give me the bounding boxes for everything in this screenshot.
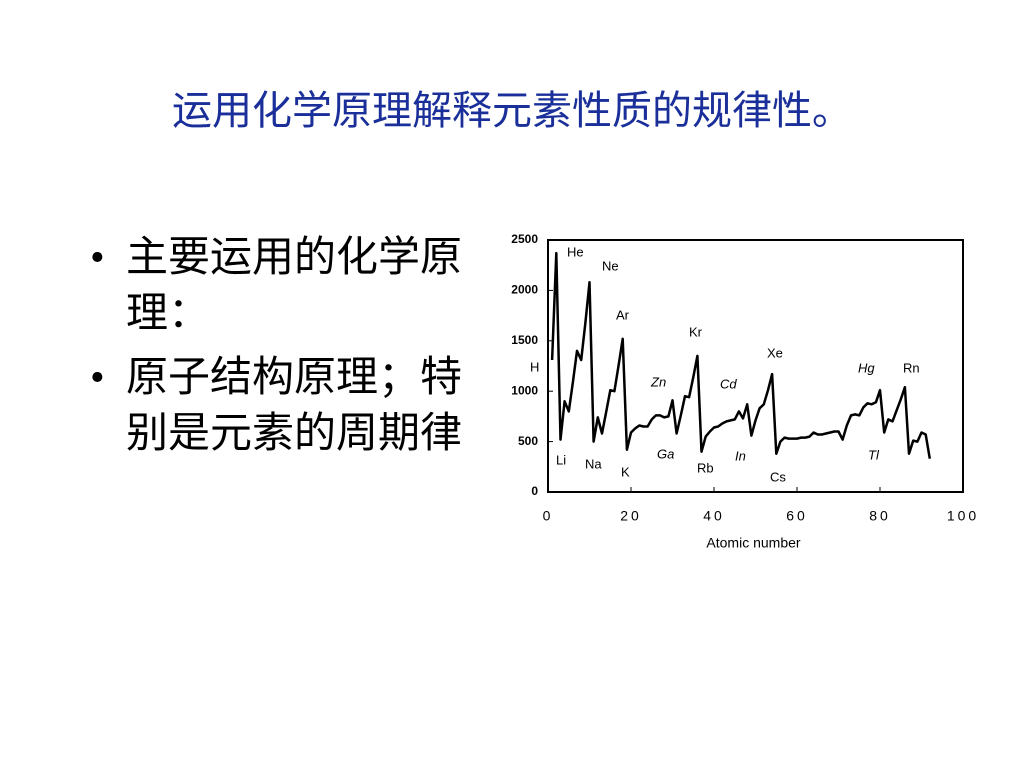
element-label: K	[621, 464, 630, 479]
element-label: Li	[556, 452, 566, 467]
slide-title: 运用化学原理解释元素性质的规律性。	[172, 88, 852, 133]
y-tick-label: 2500	[511, 232, 538, 246]
data-line	[550, 251, 932, 459]
element-label: Cd	[720, 376, 737, 391]
element-label: Ne	[602, 258, 619, 273]
bullet: 主要运用的化学原理：	[90, 230, 471, 342]
bullet-list: 主要运用的化学原理： 原子结构原理；特别是元素的周期律	[90, 230, 500, 470]
element-label: Rb	[697, 460, 714, 475]
element-label: Rn	[903, 360, 920, 375]
element-label: Ga	[657, 446, 674, 461]
element-label: Kr	[689, 324, 703, 339]
element-label: H	[530, 359, 539, 374]
y-tick-label: 0	[531, 484, 538, 498]
y-tick-label: 1500	[511, 333, 538, 347]
plot-frame	[547, 239, 964, 493]
x-tick-label: 40	[703, 508, 725, 524]
element-label: In	[735, 448, 746, 463]
y-tick-label: 1000	[511, 383, 538, 397]
element-label: Ar	[616, 307, 630, 322]
x-tick-label: 80	[869, 508, 891, 524]
x-tick-label: 100	[947, 508, 979, 524]
y-tick-label: 500	[518, 434, 538, 448]
x-tick-label: 0	[543, 508, 554, 524]
x-tick-label: 60	[786, 508, 808, 524]
element-label: Hg	[858, 360, 875, 375]
element-label: Cs	[770, 469, 786, 484]
element-label: Xe	[767, 345, 783, 360]
element-label: Tl	[868, 447, 880, 462]
element-label: Na	[585, 456, 602, 471]
y-tick-label: 2000	[511, 283, 538, 297]
x-axis-label: Atomic number	[706, 535, 800, 551]
x-tick-label: 20	[620, 508, 642, 524]
element-label: Zn	[650, 374, 666, 389]
bullet: 原子结构原理；特别是元素的周期律	[90, 350, 471, 462]
element-label: He	[567, 244, 584, 259]
